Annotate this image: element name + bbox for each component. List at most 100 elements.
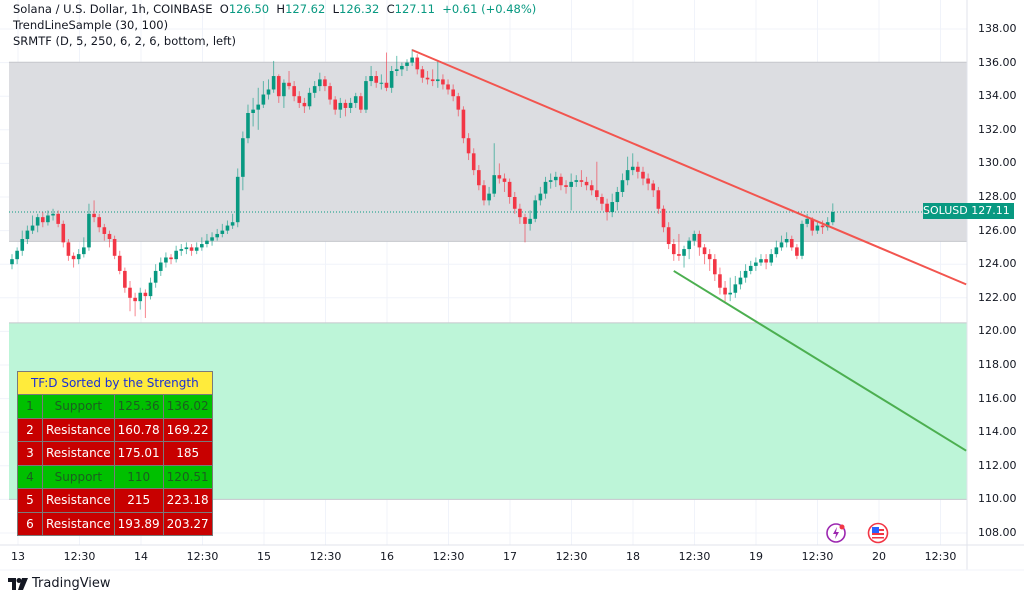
- candle-body: [713, 259, 717, 275]
- candle-body: [235, 176, 240, 223]
- candle: [687, 237, 691, 260]
- candle-body: [523, 217, 527, 224]
- candle: [574, 175, 579, 187]
- candle-body: [292, 86, 296, 97]
- candle-body: [682, 249, 686, 256]
- price-tick-label: 126.00: [978, 223, 1017, 237]
- candle: [379, 74, 384, 90]
- candle-body: [569, 181, 573, 187]
- candle-body: [35, 217, 40, 226]
- symbol-price-tag: SOLUSD: [923, 203, 968, 219]
- candle: [128, 281, 132, 312]
- candle: [615, 186, 620, 211]
- candle-body: [543, 181, 548, 194]
- open-label: O: [219, 2, 229, 16]
- candle-body: [76, 254, 81, 260]
- candle-body: [810, 218, 815, 231]
- candle-body: [718, 274, 722, 288]
- candle-body: [343, 102, 348, 108]
- candle: [225, 220, 230, 234]
- candle-body: [733, 284, 738, 293]
- low-label: L: [332, 2, 340, 16]
- candle: [759, 254, 763, 266]
- candle: [51, 208, 55, 221]
- candle: [492, 143, 497, 197]
- lightning-events-icon[interactable]: [825, 522, 847, 544]
- candle-body: [548, 180, 553, 182]
- candle: [656, 186, 661, 214]
- candle-body: [61, 223, 66, 243]
- row-number: 3: [17, 441, 43, 466]
- candle-body: [394, 69, 399, 71]
- candle: [784, 232, 789, 248]
- candle-body: [10, 259, 14, 265]
- candle-body: [338, 102, 343, 110]
- candle-body: [805, 218, 809, 224]
- candle: [692, 230, 697, 246]
- candle: [92, 200, 96, 223]
- symbol-legend[interactable]: Solana / U.S. Dollar, 1h, COINBASE O126.…: [13, 1, 536, 17]
- candle: [189, 244, 194, 256]
- indicator-trendline-sample[interactable]: TrendLineSample (30, 100): [13, 18, 169, 32]
- change-value: +0.61 (+0.48%): [442, 2, 537, 16]
- time-tick-label: 17: [503, 550, 517, 563]
- candle-body: [738, 277, 743, 285]
- price-tick-label: 120.00: [978, 324, 1017, 338]
- candle-body: [415, 57, 420, 70]
- zone-type: Resistance: [42, 488, 115, 513]
- price-tick-label: 132.00: [978, 122, 1017, 136]
- candle: [271, 60, 276, 93]
- candle: [718, 267, 722, 295]
- candle-body: [666, 227, 671, 245]
- candle: [82, 237, 86, 258]
- table-row: 1 Support 125.36 136.02: [17, 394, 213, 419]
- candle: [56, 210, 60, 228]
- candle-body: [477, 170, 481, 186]
- candle-body: [200, 244, 204, 248]
- candle-body: [40, 217, 45, 223]
- zone-type: Resistance: [42, 417, 115, 442]
- candle: [282, 79, 286, 108]
- zone-high: 223.18: [162, 488, 213, 513]
- candle-body: [87, 213, 91, 248]
- time-tick-label: 12:30: [801, 550, 834, 563]
- trendlines[interactable]: [411, 49, 967, 452]
- candle-body: [261, 94, 266, 105]
- candle: [482, 180, 486, 206]
- candle-body: [774, 247, 779, 255]
- candle: [102, 223, 107, 241]
- candle: [35, 213, 40, 233]
- candle: [636, 161, 640, 179]
- candle: [164, 252, 168, 268]
- candle-body: [677, 254, 681, 256]
- candle-body: [20, 239, 25, 251]
- candle: [682, 245, 686, 268]
- candle: [661, 205, 666, 233]
- time-tick-label: 12:30: [678, 550, 711, 563]
- candle-body: [297, 96, 302, 103]
- candle-body: [271, 76, 276, 90]
- candle: [800, 220, 804, 260]
- candle-body: [671, 244, 676, 255]
- candle-body: [384, 82, 389, 88]
- candle-body: [51, 213, 55, 216]
- candle-body: [25, 230, 30, 239]
- candle: [174, 245, 178, 263]
- price-tick-label: 122.00: [978, 290, 1017, 304]
- us-flag-economic-icon[interactable]: [867, 522, 889, 544]
- candle: [348, 97, 353, 113]
- candle: [507, 178, 512, 204]
- candle-body: [15, 250, 19, 260]
- candle: [389, 65, 394, 93]
- candle: [543, 176, 548, 199]
- candle-body: [153, 270, 158, 283]
- zone-low: 175.01: [113, 441, 164, 466]
- candle-body: [620, 180, 625, 192]
- time-tick-label: 14: [134, 550, 148, 563]
- candle-body: [574, 180, 579, 182]
- price-tick-label: 114.00: [978, 425, 1017, 439]
- table-title: TF:D Sorted by the Strength: [17, 371, 213, 395]
- candle-body: [112, 239, 117, 256]
- indicator-srmtf[interactable]: SRMTF (D, 5, 250, 6, 2, 6, bottom, left): [13, 34, 236, 48]
- tradingview-logo[interactable]: TradingView: [8, 576, 111, 591]
